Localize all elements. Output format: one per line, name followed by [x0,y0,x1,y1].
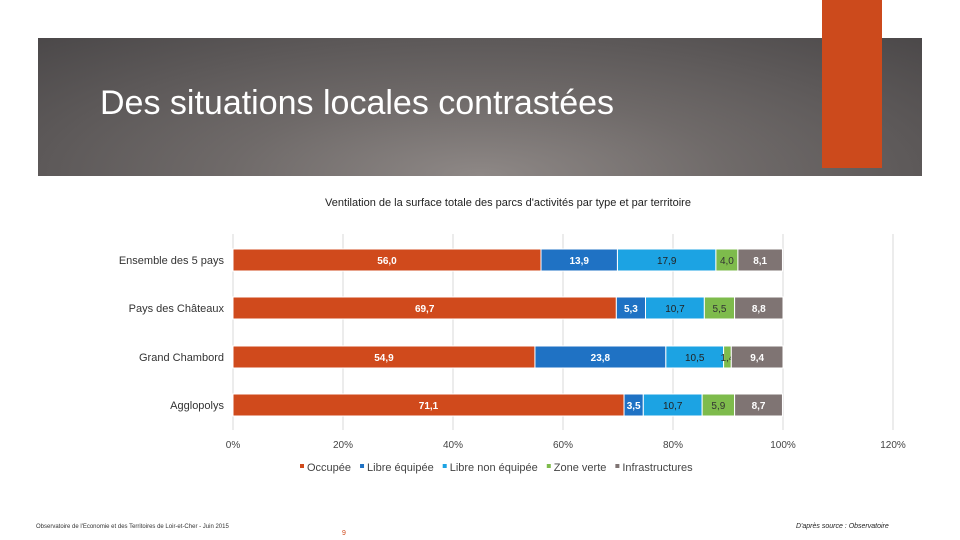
chart-title: Ventilation de la surface totale des par… [325,197,691,209]
data-label: 54,9 [374,353,394,364]
data-label: 8,1 [753,256,767,267]
x-tick-label: 80% [663,440,683,451]
slide-title: Des situations locales contrastées [100,84,615,122]
accent-bar [822,0,882,168]
legend-label: Libre non équipée [450,462,538,474]
legend-label: Zone verte [554,462,607,474]
category-label: Pays des Châteaux [129,303,225,315]
page-number: 9 [342,530,346,537]
data-label: 8,7 [752,401,766,412]
legend-marker [615,464,620,468]
legend-marker [300,464,304,468]
data-label: 4,0 [720,256,734,267]
x-tick-label: 20% [333,440,353,451]
data-label: 10,5 [685,353,705,364]
bar-segment [734,393,783,417]
x-tick-label: 40% [443,440,463,451]
category-label: Agglopolys [170,400,224,412]
category-label: Grand Chambord [139,352,224,364]
data-label: 5,5 [713,304,727,315]
legend-marker [360,464,365,468]
data-label: 69,7 [415,304,435,315]
data-label: 3,5 [627,401,641,412]
legend-label: Libre équipée [367,462,434,474]
data-label: 71,1 [419,401,439,412]
data-label: 56,0 [377,256,397,267]
bar-segment [730,345,784,369]
legend-label: Infrastructures [622,462,693,474]
x-tick-label: 60% [553,440,573,451]
footer-source: D'après source : Observatoire [796,523,889,530]
data-label: 10,7 [665,304,685,315]
x-tick-label: 120% [880,440,906,451]
data-label: 5,9 [711,401,725,412]
bar-segment [734,296,784,320]
x-tick-label: 0% [226,440,241,451]
legend-marker [442,464,447,468]
legend-marker [546,464,551,468]
bar-segment [737,248,783,272]
title-banner [38,38,922,176]
legend-label: Occupée [307,462,351,474]
footer-source-org: Observatoire de l'Economie et des Territ… [36,524,229,530]
category-label: Ensemble des 5 pays [119,255,225,267]
data-label: 8,8 [752,304,766,315]
data-label: 1,4 [720,353,734,364]
data-label: 9,4 [750,353,764,364]
data-label: 13,9 [569,256,589,267]
data-label: 10,7 [663,401,683,412]
data-label: 5,3 [624,304,638,315]
x-tick-label: 100% [770,440,796,451]
data-label: 23,8 [591,353,611,364]
data-label: 17,9 [657,256,677,267]
